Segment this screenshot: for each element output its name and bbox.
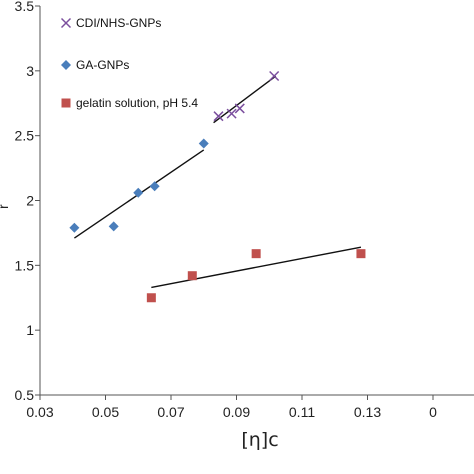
y-tick-label: 2.5: [15, 128, 35, 144]
legend-marker: [61, 60, 71, 70]
y-tick-label: 1: [26, 322, 34, 338]
x-tick-label: 0.11: [289, 404, 315, 420]
data-point: [269, 70, 280, 82]
x-tick-label: 0: [429, 404, 437, 420]
legend-item: CDI/NHS-GNPs: [60, 16, 161, 30]
data-point: [133, 187, 144, 198]
marker-stroke: [234, 103, 245, 114]
y-tick-label: 3.5: [15, 0, 35, 14]
data-point: [69, 222, 80, 233]
y-tick-label: 2: [26, 193, 34, 209]
data-point: [108, 221, 119, 232]
data-point: [187, 271, 197, 281]
x-tick-label: 0.05: [92, 404, 119, 420]
marker-stroke: [213, 111, 224, 122]
legend-label: CDI/NHS-GNPs: [76, 16, 161, 30]
data-points: [69, 70, 366, 303]
x-tick-label: 0.03: [26, 404, 53, 420]
legend-item: GA-GNPs: [61, 58, 129, 72]
data-point: [213, 111, 224, 122]
x-tick-label: 0.13: [354, 404, 381, 420]
data-point: [198, 138, 209, 149]
y-tick-label: 0.5: [15, 387, 35, 403]
legend-label: gelatin solution, pH 5.4: [76, 96, 198, 110]
data-point: [149, 181, 160, 192]
tick-labels: 0.5 1 1.5 2 2.5 3 3.5 0.03 0.05 0.07 0.09 0.11 0.13 0: [15, 0, 438, 420]
fit-line: [151, 246, 362, 289]
marker-stroke: [269, 70, 280, 82]
legend-item: gelatin solution, pH 5.4: [61, 96, 198, 110]
y-tick-label: 3: [26, 63, 34, 79]
legend-marker: [60, 17, 72, 29]
legend-label: GA-GNPs: [76, 58, 129, 72]
marker-stroke: [60, 17, 72, 29]
x-tick-label: 0.07: [157, 404, 184, 420]
x-tick-label: 0.09: [223, 404, 250, 420]
x-axis-label: [η]c: [241, 429, 278, 451]
fit-line: [213, 75, 277, 124]
data-point: [356, 249, 366, 259]
axes: [35, 5, 474, 400]
data-point: [226, 108, 237, 119]
legend-marker: [61, 98, 71, 108]
data-point: [251, 249, 261, 259]
y-tick-label: 1.5: [15, 257, 35, 273]
y-axis-label-fragment: r: [0, 204, 11, 209]
data-point: [234, 103, 245, 114]
marker-stroke: [226, 108, 237, 119]
legend: CDI/NHS-GNPs GA-GNPs gelatin solution, pH …: [60, 16, 198, 110]
data-point: [146, 293, 156, 303]
